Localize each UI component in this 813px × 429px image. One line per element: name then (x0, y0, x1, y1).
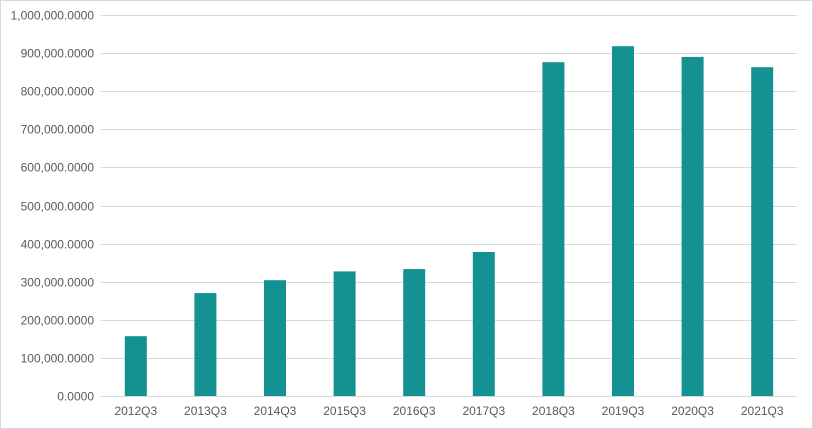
y-axis-tick-labels: 0.0000 100,000.0000 200,000.0000 300,000.00… (11, 9, 95, 404)
y-tick-label: 800,000.0000 (21, 85, 95, 99)
gridlines (101, 15, 797, 397)
x-tick-label: 2016Q3 (393, 404, 436, 418)
x-tick-label: 2017Q3 (462, 404, 505, 418)
y-tick-label: 100,000.0000 (21, 352, 95, 366)
y-tick-label: 600,000.0000 (21, 161, 95, 175)
bar-2012Q3 (124, 336, 147, 396)
x-tick-label: 2014Q3 (254, 404, 297, 418)
bar-2018Q3 (542, 62, 565, 396)
y-tick-label: 0.0000 (57, 390, 94, 404)
y-tick-label: 400,000.0000 (21, 238, 95, 252)
bars (124, 46, 774, 397)
bar-2015Q3 (333, 271, 356, 396)
x-tick-label: 2019Q3 (602, 404, 645, 418)
bar-2020Q3 (681, 56, 704, 397)
x-tick-label: 2015Q3 (323, 404, 366, 418)
bar-2013Q3 (194, 293, 217, 396)
bar-2014Q3 (264, 280, 286, 396)
bar-2017Q3 (472, 252, 495, 396)
bar-2019Q3 (612, 46, 634, 396)
y-tick-label: 200,000.0000 (21, 314, 95, 328)
bar-2021Q3 (751, 67, 774, 396)
y-tick-label: 1,000,000.0000 (11, 9, 95, 23)
x-tick-label: 2021Q3 (741, 404, 784, 418)
y-tick-label: 900,000.0000 (21, 47, 95, 61)
y-tick-label: 500,000.0000 (21, 200, 95, 214)
y-tick-label: 300,000.0000 (21, 276, 95, 290)
x-axis-tick-labels: 2012Q3 2013Q3 2014Q3 2015Q3 2016Q3 2017Q3 2018… (114, 404, 783, 418)
x-tick-label: 2020Q3 (671, 404, 714, 418)
x-tick-label: 2013Q3 (184, 404, 227, 418)
bar-2016Q3 (403, 269, 426, 396)
y-tick-label: 700,000.0000 (21, 123, 95, 137)
x-tick-label: 2018Q3 (532, 404, 575, 418)
x-tick-label: 2012Q3 (114, 404, 157, 418)
